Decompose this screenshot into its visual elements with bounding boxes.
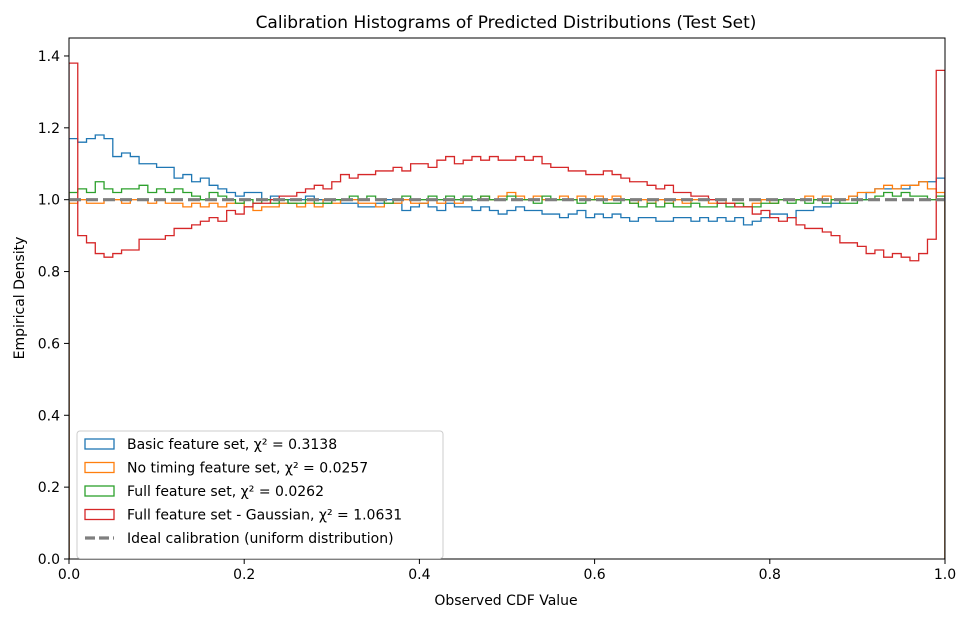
legend: Basic feature set, χ² = 0.3138 No timing … bbox=[76, 430, 444, 559]
legend-swatch-0 bbox=[84, 438, 115, 450]
histogram-series-3 bbox=[69, 62, 945, 559]
x-tick-label: 0.0 bbox=[58, 567, 80, 583]
legend-label-4: Ideal calibration (uniform distribution) bbox=[127, 531, 394, 547]
y-axis-label: Empirical Density bbox=[12, 237, 28, 360]
y-tick-label: 1.2 bbox=[38, 121, 60, 137]
legend-label-3: Full feature set - Gaussian, χ² = 1.0631 bbox=[127, 508, 402, 524]
legend-swatch-1 bbox=[84, 461, 115, 474]
chart-title: Calibration Histograms of Predicted Dist… bbox=[256, 13, 757, 33]
data-layer bbox=[69, 62, 945, 559]
legend-box bbox=[76, 430, 444, 559]
y-tick-label: 0.0 bbox=[38, 552, 60, 568]
y-tick-label: 0.6 bbox=[38, 336, 60, 352]
x-axis-label: Observed CDF Value bbox=[434, 593, 577, 609]
y-tick-label: 1.0 bbox=[38, 193, 60, 209]
legend-label-0: Basic feature set, χ² = 0.3138 bbox=[127, 437, 337, 453]
legend-label-1: No timing feature set, χ² = 0.0257 bbox=[127, 461, 368, 477]
legend-swatch-2 bbox=[84, 485, 115, 497]
x-tick-label: 1.0 bbox=[934, 567, 956, 583]
y-tick-label: 1.4 bbox=[38, 49, 60, 65]
x-tick-label: 0.6 bbox=[583, 567, 605, 583]
histogram-series-0 bbox=[69, 134, 945, 559]
legend-swatch-3 bbox=[84, 508, 115, 521]
axes-frame bbox=[68, 37, 946, 560]
x-tick-label: 0.8 bbox=[759, 567, 781, 583]
y-tick-label: 0.8 bbox=[38, 265, 60, 281]
x-tick-label: 0.2 bbox=[233, 567, 255, 583]
y-tick-label: 0.2 bbox=[38, 480, 60, 496]
plot-area: 0.0 0.2 0.4 0.6 0.8 1.0 0.0 0.2 0.4 0.6 0.8 1.0 1.2 1… bbox=[38, 37, 956, 583]
legend-label-2: Full feature set, χ² = 0.0262 bbox=[127, 484, 324, 500]
y-tick-label: 0.4 bbox=[38, 408, 60, 424]
x-tick-label: 0.4 bbox=[408, 567, 430, 583]
